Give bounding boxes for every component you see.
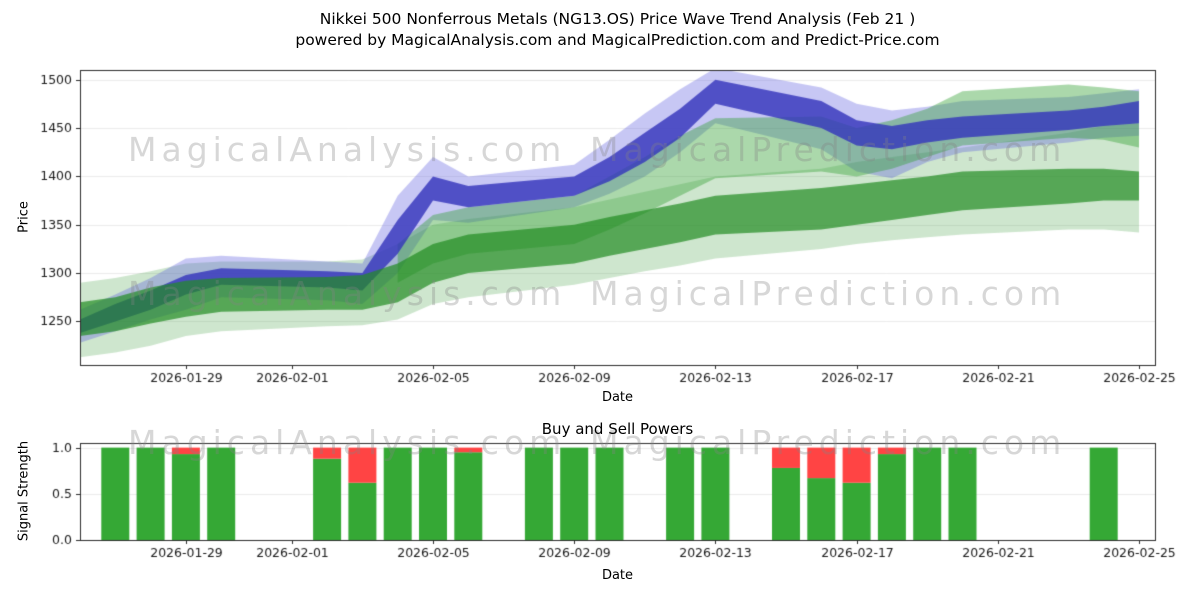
date-axis-label-bottom: Date (601, 568, 634, 583)
chart-title-line2: powered by MagicalAnalysis.com and Magic… (295, 31, 940, 49)
signal-strength-axis-label: Signal Strength (16, 440, 32, 542)
buy-sell-powers-title: Buy and Sell Powers (541, 420, 694, 438)
date-axis-label-top: Date (601, 390, 634, 405)
price-axis-label: Price (16, 201, 32, 233)
chart-title-line1: Nikkei 500 Nonferrous Metals (NG13.OS) P… (319, 10, 916, 28)
